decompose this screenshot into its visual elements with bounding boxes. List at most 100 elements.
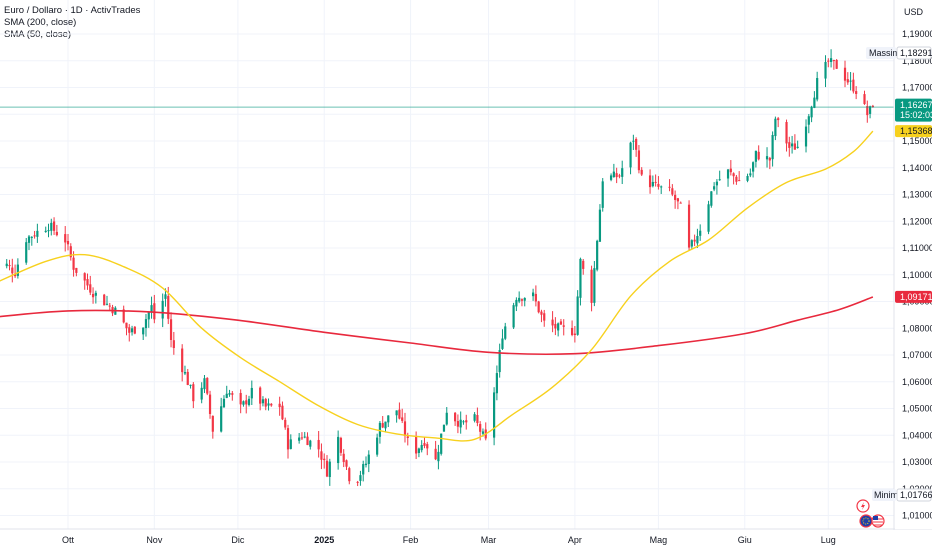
candle-body — [671, 188, 674, 195]
candle-body — [785, 122, 788, 144]
eu-flag-icon[interactable] — [859, 514, 873, 528]
candle-body — [356, 481, 359, 483]
candle — [142, 327, 145, 340]
candle — [693, 234, 696, 247]
candle-body — [523, 297, 526, 301]
candle — [640, 167, 643, 177]
candle — [381, 415, 384, 429]
candle-body — [66, 240, 70, 245]
candle-body — [8, 265, 11, 267]
time-tick-label: Feb — [403, 535, 419, 545]
candle — [122, 305, 125, 324]
candle-body — [225, 393, 228, 398]
candle — [515, 297, 518, 312]
candle — [94, 290, 97, 304]
candle — [465, 414, 468, 430]
candle-body — [434, 448, 437, 460]
candle — [211, 415, 214, 439]
candle-body — [192, 384, 195, 402]
max-label: Massimo — [869, 48, 905, 58]
candle — [298, 433, 301, 444]
candle-body — [462, 421, 465, 423]
candle-body — [843, 67, 847, 81]
price-tag-bg — [895, 98, 932, 122]
candle — [537, 300, 540, 314]
candle-body — [573, 333, 576, 335]
candle — [105, 295, 109, 306]
candle — [635, 137, 638, 157]
indicator-sma200-label[interactable]: SMA (200, close) — [4, 17, 77, 28]
candle — [44, 226, 47, 233]
candle — [222, 395, 226, 408]
candle — [89, 275, 92, 296]
candle — [579, 257, 582, 306]
candle-body — [796, 146, 799, 148]
candle — [459, 411, 462, 434]
candle — [707, 200, 710, 235]
lightning-icon[interactable] — [856, 499, 870, 513]
candle — [8, 259, 11, 271]
candle — [473, 412, 476, 423]
price-tick-label: 1,14000 — [902, 163, 932, 173]
candle — [342, 449, 345, 468]
candle-body — [303, 436, 306, 438]
candle — [420, 440, 423, 453]
candle — [551, 311, 554, 333]
candle-body — [554, 323, 557, 329]
candle-body — [247, 398, 251, 405]
last-price-tag: 1,16267 15:02:03 — [895, 98, 932, 122]
candle — [30, 236, 33, 246]
candle — [13, 264, 17, 278]
max-label-bg — [866, 46, 896, 59]
candle — [868, 105, 872, 119]
min-value: 1,01766 — [900, 490, 932, 500]
candle-body — [220, 406, 223, 432]
candle — [278, 396, 281, 416]
candle — [615, 167, 618, 184]
candle — [384, 421, 387, 433]
candle-body — [27, 236, 31, 243]
candle-body — [172, 340, 175, 349]
candle — [27, 235, 31, 251]
candle — [181, 344, 184, 382]
candle-body — [518, 297, 521, 302]
candle — [557, 322, 560, 337]
candle-body — [69, 246, 72, 258]
candle-body — [72, 257, 75, 270]
candle-body — [534, 293, 537, 302]
candle — [66, 233, 70, 251]
candle-body — [559, 321, 563, 325]
candle-body — [824, 61, 827, 79]
candle-body — [807, 116, 810, 125]
candle — [239, 389, 242, 414]
time-tick-label: Lug — [821, 535, 836, 545]
candle — [618, 173, 621, 179]
candle — [281, 401, 284, 421]
candle — [849, 72, 852, 91]
candle — [108, 302, 111, 312]
countdown: 15:02:03 — [900, 110, 932, 120]
candle — [729, 160, 732, 176]
candle — [303, 431, 306, 439]
candle — [632, 134, 635, 150]
candle — [576, 290, 579, 336]
candle-body — [855, 91, 858, 94]
candlesticks — [5, 49, 874, 487]
candle-body — [75, 267, 78, 273]
time-tick-label: Mar — [481, 535, 497, 545]
candle — [501, 329, 504, 350]
candle-body — [384, 421, 387, 429]
currency-label[interactable]: USD — [904, 7, 924, 17]
candle — [654, 174, 657, 187]
candle — [749, 168, 752, 178]
us-flag-icon[interactable] — [871, 514, 885, 528]
candle — [387, 415, 390, 428]
candle-body — [50, 222, 53, 231]
candle-body — [245, 400, 248, 405]
time-tick-label: 2025 — [314, 535, 334, 545]
candle — [573, 326, 576, 343]
candle — [267, 398, 270, 411]
candle — [55, 224, 58, 237]
candle — [231, 391, 234, 401]
